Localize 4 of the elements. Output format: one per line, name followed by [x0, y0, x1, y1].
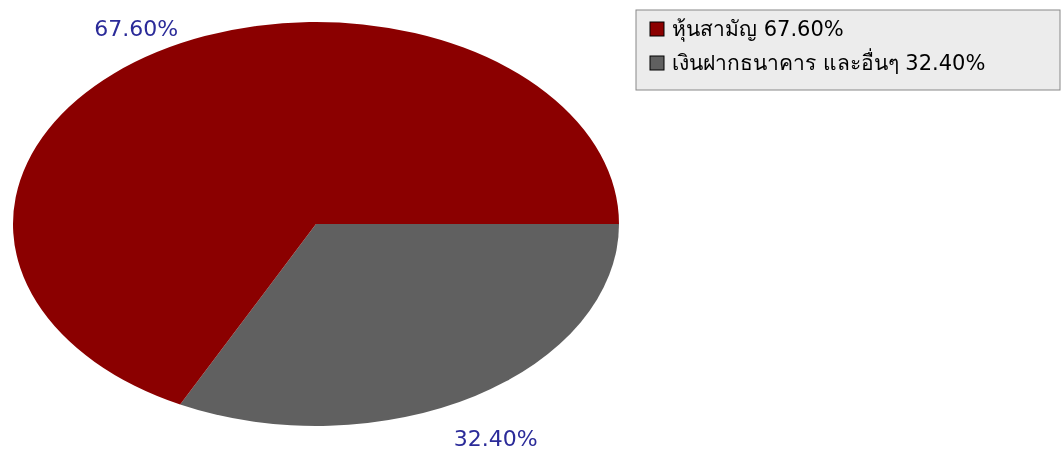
legend-label: เงินฝากธนาคาร และอื่นๆ 32.40%: [672, 48, 986, 75]
legend-label: หุ้นสามัญ 67.60%: [672, 17, 844, 42]
data-label: 32.40%: [453, 426, 538, 452]
data-label: 67.60%: [94, 15, 179, 41]
